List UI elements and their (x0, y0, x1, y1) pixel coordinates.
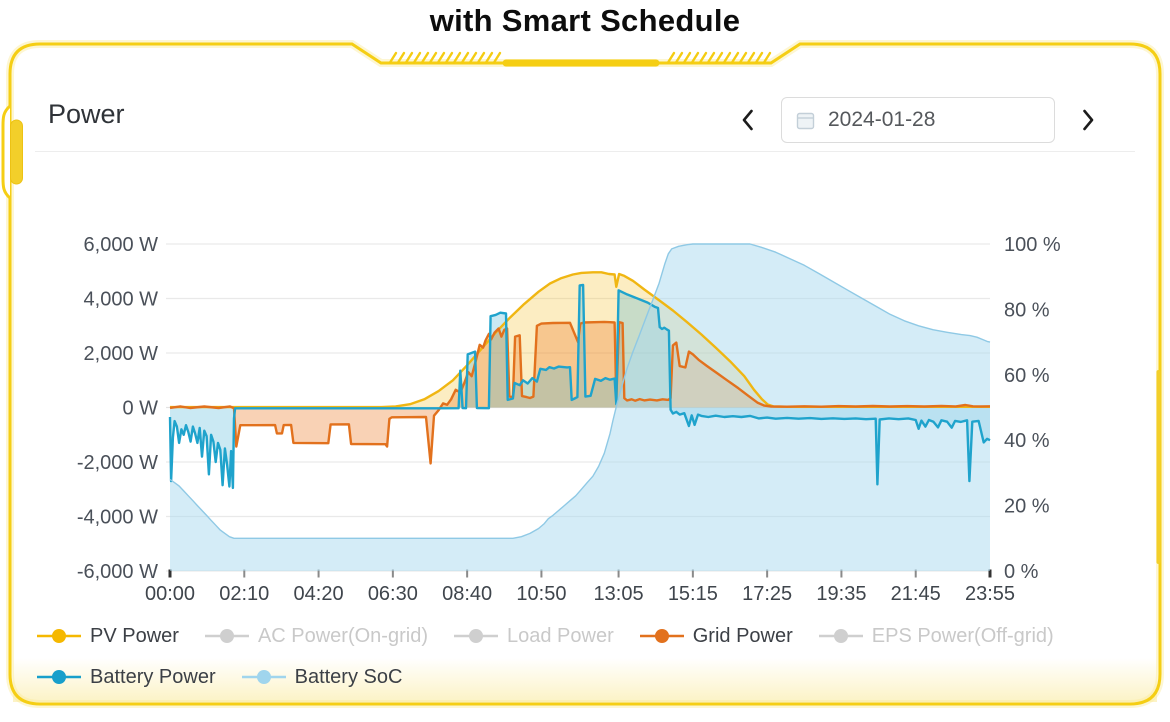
legend-item-pv-power[interactable]: PV Power (36, 620, 179, 652)
legend-label: Battery SoC (294, 665, 403, 688)
frame-left-bump (1, 104, 12, 200)
series-pv-power-area (170, 272, 990, 408)
x-axis-label: 13:05 (594, 583, 644, 605)
series-pv-power-line (170, 271, 990, 409)
x-axis-label: 19:35 (816, 583, 866, 605)
series-battery-soc-area (170, 244, 990, 571)
legend-label: AC Power(On-grid) (257, 624, 428, 647)
x-axis-label: 17:25 (742, 583, 792, 605)
frame-left-capsule (10, 119, 23, 185)
legend-item-eps-power-off-grid[interactable]: EPS Power(Off-grid) (818, 620, 1054, 652)
legend-label: Load Power (506, 624, 614, 647)
legend-marker-icon (639, 629, 684, 643)
legend-marker-icon (241, 670, 286, 684)
frame-outline (8, 42, 1162, 706)
x-axis-label: 23:55 (965, 583, 1015, 605)
series-battery-power-line (168, 283, 991, 490)
date-value: 2024-01-28 (828, 108, 936, 131)
date-picker[interactable]: 2024-01-28 (781, 97, 1055, 143)
y-left-label: 0 W (122, 398, 158, 420)
y-right-label: 0 % (1004, 561, 1039, 583)
chevron-right-icon (1083, 109, 1094, 131)
page-title: with Smart Schedule (429, 3, 741, 38)
legend-marker-icon (37, 670, 81, 684)
legend-marker-icon (204, 629, 249, 643)
x-axis-label: 02:10 (219, 583, 269, 605)
y-right-label: 80 % (1004, 299, 1050, 321)
legend-label: Battery Power (90, 665, 216, 688)
frame-bottom-glow (13, 658, 1157, 702)
y-left-label: 2,000 W (84, 343, 159, 365)
series-grid-power-line (169, 320, 991, 465)
x-axis-label: 21:45 (891, 583, 941, 605)
calendar-icon (796, 112, 815, 129)
legend-label: Grid Power (692, 624, 793, 647)
y-left-label: 6,000 W (84, 234, 159, 256)
prev-day-button[interactable] (737, 105, 759, 135)
legend-marker-icon (37, 629, 81, 643)
frame-hatch-stripes (388, 51, 772, 64)
x-axis-label: 10:50 (516, 583, 566, 605)
x-axis-label: 06:30 (368, 583, 418, 605)
x-axis-label: 08:40 (442, 583, 492, 605)
series-grid-power-area (170, 321, 990, 464)
next-day-button[interactable] (1077, 105, 1099, 135)
legend-item-load-power[interactable]: Load Power (453, 620, 614, 652)
y-right-label: 60 % (1004, 365, 1050, 387)
legend-item-battery-soc[interactable]: Battery SoC (241, 661, 403, 693)
legend-marker-icon (818, 629, 863, 643)
y-left-label: -4,000 W (77, 507, 158, 529)
x-axis-label: 04:20 (294, 583, 344, 605)
legend-item-grid-power[interactable]: Grid Power (639, 620, 793, 652)
series-battery-soc-line (169, 243, 991, 539)
y-right-label: 40 % (1004, 430, 1050, 452)
chart-legend: PV Power AC Power(On-grid) Load Power Grid … (36, 620, 1148, 693)
header-divider (35, 151, 1135, 152)
date-navigation: 2024-01-28 (737, 96, 1099, 144)
legend-label: EPS Power(Off-grid) (871, 624, 1054, 647)
legend-marker-icon (453, 629, 498, 643)
chevron-left-icon (742, 109, 753, 131)
legend-item-battery-power[interactable]: Battery Power (36, 661, 216, 693)
y-right-label: 20 % (1004, 496, 1050, 518)
y-left-label: 4,000 W (84, 289, 159, 311)
card-heading: Power (48, 99, 125, 129)
series-battery-power-area (170, 284, 990, 488)
y-left-label: -2,000 W (77, 452, 158, 474)
y-right-label: 100 % (1004, 234, 1061, 256)
x-axis-label: 00:00 (145, 583, 195, 605)
x-axis-label: 15:15 (668, 583, 718, 605)
legend-label: PV Power (90, 624, 179, 647)
y-left-label: -6,000 W (77, 561, 158, 583)
legend-item-ac-power-on-grid[interactable]: AC Power(On-grid) (204, 620, 428, 652)
